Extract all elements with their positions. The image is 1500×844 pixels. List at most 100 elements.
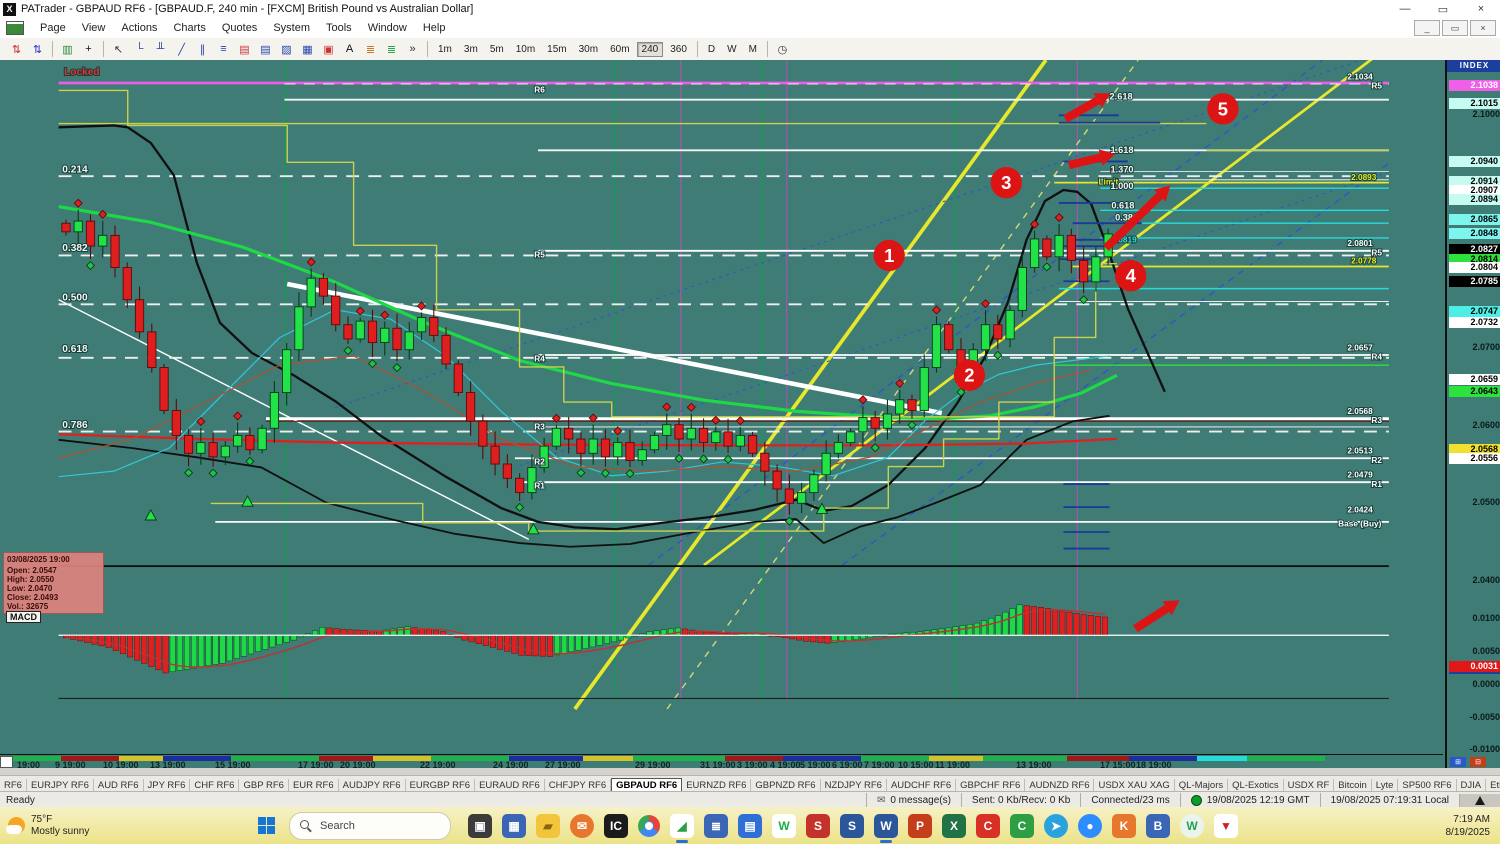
price-scale[interactable]: INDEX 2.1000 2.0700 2.0600 2.0500 2.0400 0.01… — [1445, 60, 1500, 768]
tab-audnzd-rf6[interactable]: AUDNZD RF6 — [1025, 779, 1095, 792]
zoom-icon[interactable]: ● — [1078, 813, 1102, 838]
scroll-left-button[interactable]: ⊞ — [1450, 757, 1466, 767]
period-d[interactable]: D — [707, 43, 716, 55]
tab-audjpy-rf6[interactable]: AUDJPY RF6 — [339, 779, 406, 792]
tab-rf6[interactable]: RF6 — [0, 779, 27, 792]
annotation-circle-2[interactable] — [953, 359, 986, 391]
toolbar-tool-icon[interactable]: ▤ — [239, 43, 250, 56]
taskbar-weather-widget[interactable]: 75°F Mostly sunny — [6, 814, 158, 838]
tab-gbpaud-rf6[interactable]: GBPAUD RF6 — [611, 778, 683, 792]
toolbar-tool-icon[interactable]: ≡ — [220, 43, 227, 55]
menu-quotes[interactable]: Quotes — [221, 22, 258, 34]
menu-actions[interactable]: Actions — [121, 22, 158, 34]
toolbar-tool-icon[interactable]: ↖ — [113, 43, 124, 56]
tab-euraud-rf6[interactable]: EURAUD RF6 — [475, 779, 545, 792]
shield-icon[interactable]: ▼ — [1214, 813, 1238, 838]
tab-ql-majors[interactable]: QL-Majors — [1175, 779, 1229, 792]
tab-ethirium[interactable]: Ethirium — [1486, 779, 1500, 792]
chart-region[interactable]: Locked 0.214 0.382 0.500 0.618 0.786 R6 R5 R4 R3 R… — [0, 60, 1500, 770]
annotation-circle-5[interactable] — [1207, 93, 1239, 125]
tab-eurgbp-rf6[interactable]: EURGBP RF6 — [406, 779, 476, 792]
timeframe-360[interactable]: 360 — [670, 43, 687, 55]
toolbar-tool-icon[interactable]: ⇅ — [11, 43, 22, 56]
child-restore-button[interactable]: ▭ — [1442, 20, 1468, 36]
annotation-arrow-head[interactable] — [1098, 149, 1116, 166]
toolbar-tool-icon[interactable]: └ — [135, 43, 144, 55]
tab-nzdjpy-rf6[interactable]: NZDJPY RF6 — [821, 779, 887, 792]
timeframe-10m[interactable]: 10m — [515, 43, 536, 55]
timeframe-1m[interactable]: 1m — [438, 43, 452, 55]
toolbar-tool-icon[interactable]: ≣ — [365, 43, 376, 56]
telegram-icon[interactable]: ➤ — [1044, 813, 1068, 838]
alert-icon[interactable] — [1459, 793, 1500, 807]
window-preview-icon[interactable]: ▣ — [468, 813, 492, 838]
menu-charts[interactable]: Charts — [173, 22, 206, 34]
annotation-arrow-head[interactable] — [1162, 600, 1180, 616]
c-green-icon[interactable]: C — [1010, 813, 1034, 838]
annotation-circle-1[interactable] — [873, 239, 905, 272]
trendline[interactable] — [286, 281, 943, 416]
c-red-icon[interactable]: C — [976, 813, 1000, 838]
toolbar-tool-icon[interactable]: ▣ — [323, 43, 334, 56]
taskbar-search[interactable]: Search — [289, 811, 451, 840]
start-button[interactable] — [253, 813, 279, 839]
annotation-circle-3[interactable] — [990, 166, 1022, 199]
tab-gbp-rf6[interactable]: GBP RF6 — [239, 779, 289, 792]
period-w[interactable]: W — [727, 43, 737, 55]
tab-usdx-xau-xag[interactable]: USDX XAU XAG — [1094, 779, 1175, 792]
tab-audchf-rf6[interactable]: AUDCHF RF6 — [887, 779, 957, 792]
tab-usdx-rf[interactable]: USDX RF — [1284, 779, 1335, 792]
patrader-icon[interactable]: ◢ — [670, 813, 694, 843]
stocks-icon[interactable]: ▤ — [738, 813, 762, 838]
tab-aud-rf6[interactable]: AUD RF6 — [94, 779, 144, 792]
menu-system[interactable]: System — [273, 22, 310, 34]
powerpoint-icon[interactable]: P — [908, 813, 932, 838]
menu-page[interactable]: Page — [40, 22, 66, 34]
tab-djia[interactable]: DJIA — [1457, 779, 1487, 792]
clock-icon[interactable]: ◷ — [777, 43, 788, 56]
menu-window[interactable]: Window — [367, 22, 407, 34]
tab-chf-rf6[interactable]: CHF RF6 — [190, 779, 240, 792]
toolbar-tool-icon[interactable]: ╨ — [156, 43, 165, 55]
tab-bitcoin[interactable]: Bitcoin — [1334, 779, 1372, 792]
chrome-icon[interactable] — [638, 814, 660, 837]
w-circle-icon[interactable]: W — [1180, 813, 1204, 838]
annotation-arrow-head[interactable] — [1154, 185, 1171, 202]
taskbar-clock[interactable]: 7:19 AM 8/19/2025 — [1446, 813, 1491, 839]
timeframe-240[interactable]: 240 — [636, 41, 664, 57]
menu-view[interactable]: View — [81, 22, 106, 34]
timeframe-60m[interactable]: 60m — [610, 43, 630, 55]
time-axis[interactable]: 19:00 9 19:00 10 19:00 13 19:00 15 19:00 17 1… — [0, 754, 1443, 770]
tab-ql-exotics[interactable]: QL-Exotics — [1228, 779, 1284, 792]
toolbar-tool-icon[interactable]: ≣ — [386, 43, 397, 56]
period-m[interactable]: M — [748, 43, 757, 55]
s-red-icon[interactable]: S — [806, 813, 830, 838]
annotation-arrow[interactable] — [1102, 192, 1163, 252]
annotation-circle-4[interactable] — [1115, 260, 1147, 292]
timeframe-3m[interactable]: 3m — [463, 43, 478, 55]
excel-icon[interactable]: X — [942, 813, 966, 838]
child-close-button[interactable]: × — [1470, 20, 1496, 36]
toolbar-tool-icon[interactable]: + — [85, 43, 92, 55]
mail-icon[interactable]: ✉ — [570, 813, 594, 838]
price-chart[interactable]: Locked 0.214 0.382 0.500 0.618 0.786 R6 R5 R4 R3 R… — [0, 60, 1500, 768]
timeframe-5m[interactable]: 5m — [489, 43, 504, 55]
tab-eur-rf6[interactable]: EUR RF6 — [289, 779, 339, 792]
minimize-button[interactable]: — — [1399, 3, 1411, 15]
trendline[interactable] — [841, 162, 1390, 566]
tab-eurnzd-rf6[interactable]: EURNZD RF6 — [682, 779, 752, 792]
orange-app-icon[interactable]: K — [1112, 813, 1136, 838]
folder-icon[interactable]: ▰ — [536, 813, 560, 838]
toolbar-tool-icon[interactable]: ∥ — [199, 43, 206, 56]
maximize-button[interactable]: ▭ — [1437, 3, 1449, 16]
tab-sp500-rf6[interactable]: SP500 RF6 — [1398, 779, 1457, 792]
toolbar-tool-icon[interactable]: » — [409, 43, 416, 55]
tab-eurjpy-rf6[interactable]: EURJPY RF6 — [27, 779, 94, 792]
scroll-right-button[interactable]: ⊟ — [1470, 757, 1486, 767]
calculator-icon[interactable]: ▦ — [502, 813, 526, 838]
timeframe-15m[interactable]: 15m — [547, 43, 567, 55]
close-button[interactable]: × — [1477, 3, 1485, 15]
tab-gbpnzd-rf6[interactable]: GBPNZD RF6 — [751, 779, 821, 792]
tab-gbpchf-rf6[interactable]: GBPCHF RF6 — [956, 779, 1026, 792]
trendline[interactable] — [573, 60, 1048, 711]
